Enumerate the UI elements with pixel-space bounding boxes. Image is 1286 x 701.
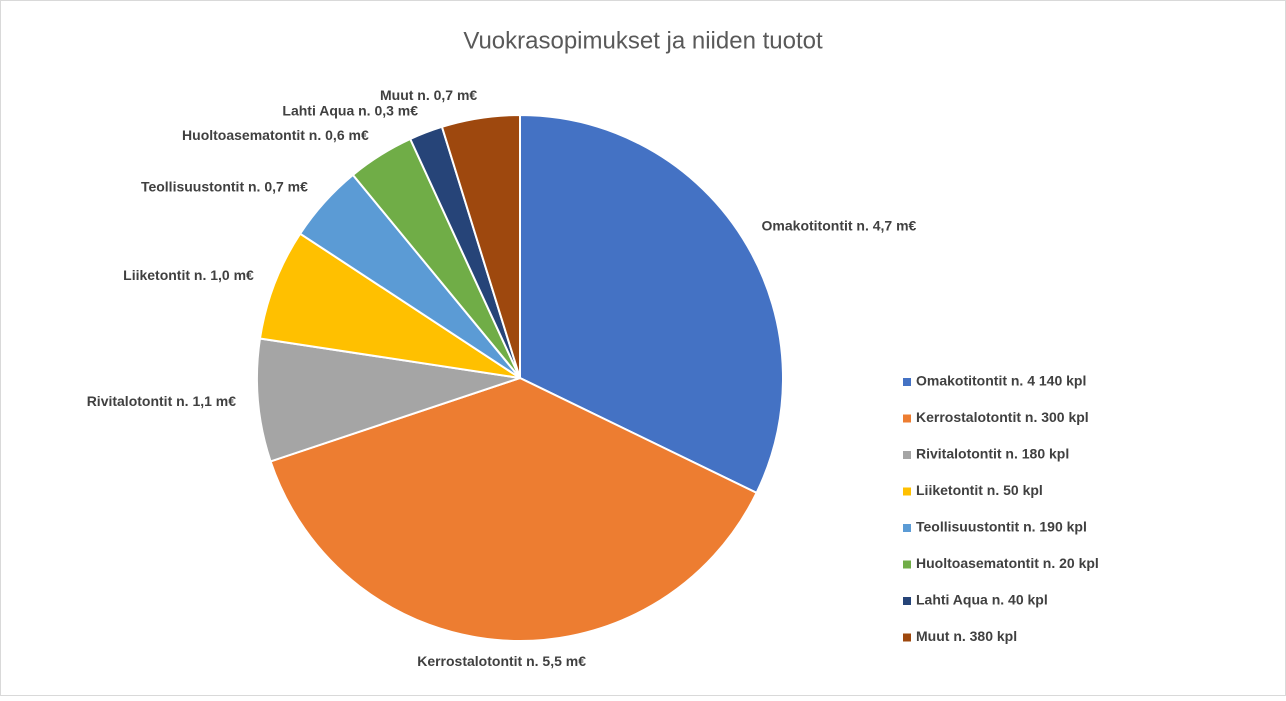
chart-title: Vuokrasopimukset ja niiden tuotot — [463, 27, 823, 54]
legend-label: Teollisuustontit n. 190 kpl — [916, 519, 1087, 535]
data-label: Omakotitontit n. 4,7 m€ — [762, 217, 917, 233]
legend-label: Omakotitontit n. 4 140 kpl — [916, 373, 1086, 389]
data-label: Muut n. 0,7 m€ — [380, 87, 477, 103]
data-label: Teollisuustontit n. 0,7 m€ — [141, 178, 308, 194]
legend-marker — [903, 560, 911, 569]
legend-marker — [903, 524, 911, 532]
data-label: Lahti Aqua n. 0,3 m€ — [282, 103, 418, 119]
legend-marker — [903, 451, 911, 459]
data-label: Huoltoasematontit n. 0,6 m€ — [182, 127, 369, 143]
data-label: Liiketontit n. 1,0 m€ — [123, 267, 254, 283]
legend-label: Rivitalotontit n. 180 kpl — [916, 446, 1069, 462]
legend-marker — [903, 378, 911, 386]
legend-label: Huoltoasematontit n. 20 kpl — [916, 555, 1099, 571]
legend-label: Muut n. 380 kpl — [916, 628, 1017, 644]
pie-slice — [519, 113, 784, 495]
legend-marker — [903, 597, 911, 605]
pie-slice — [269, 376, 758, 642]
legend-marker — [903, 487, 911, 496]
legend-label: Lahti Aqua n. 40 kpl — [916, 592, 1048, 608]
legend-label: Liiketontit n. 50 kpl — [916, 482, 1043, 498]
legend-label: Kerrostalotontit n. 300 kpl — [916, 409, 1089, 425]
legend-marker — [903, 414, 911, 423]
legend-marker — [903, 633, 911, 642]
data-label: Rivitalotontit n. 1,1 m€ — [87, 393, 237, 409]
data-label: Kerrostalotontit n. 5,5 m€ — [417, 653, 586, 669]
pie-slice — [440, 113, 521, 379]
pie-slice — [256, 337, 521, 463]
pie-slice — [258, 232, 521, 379]
